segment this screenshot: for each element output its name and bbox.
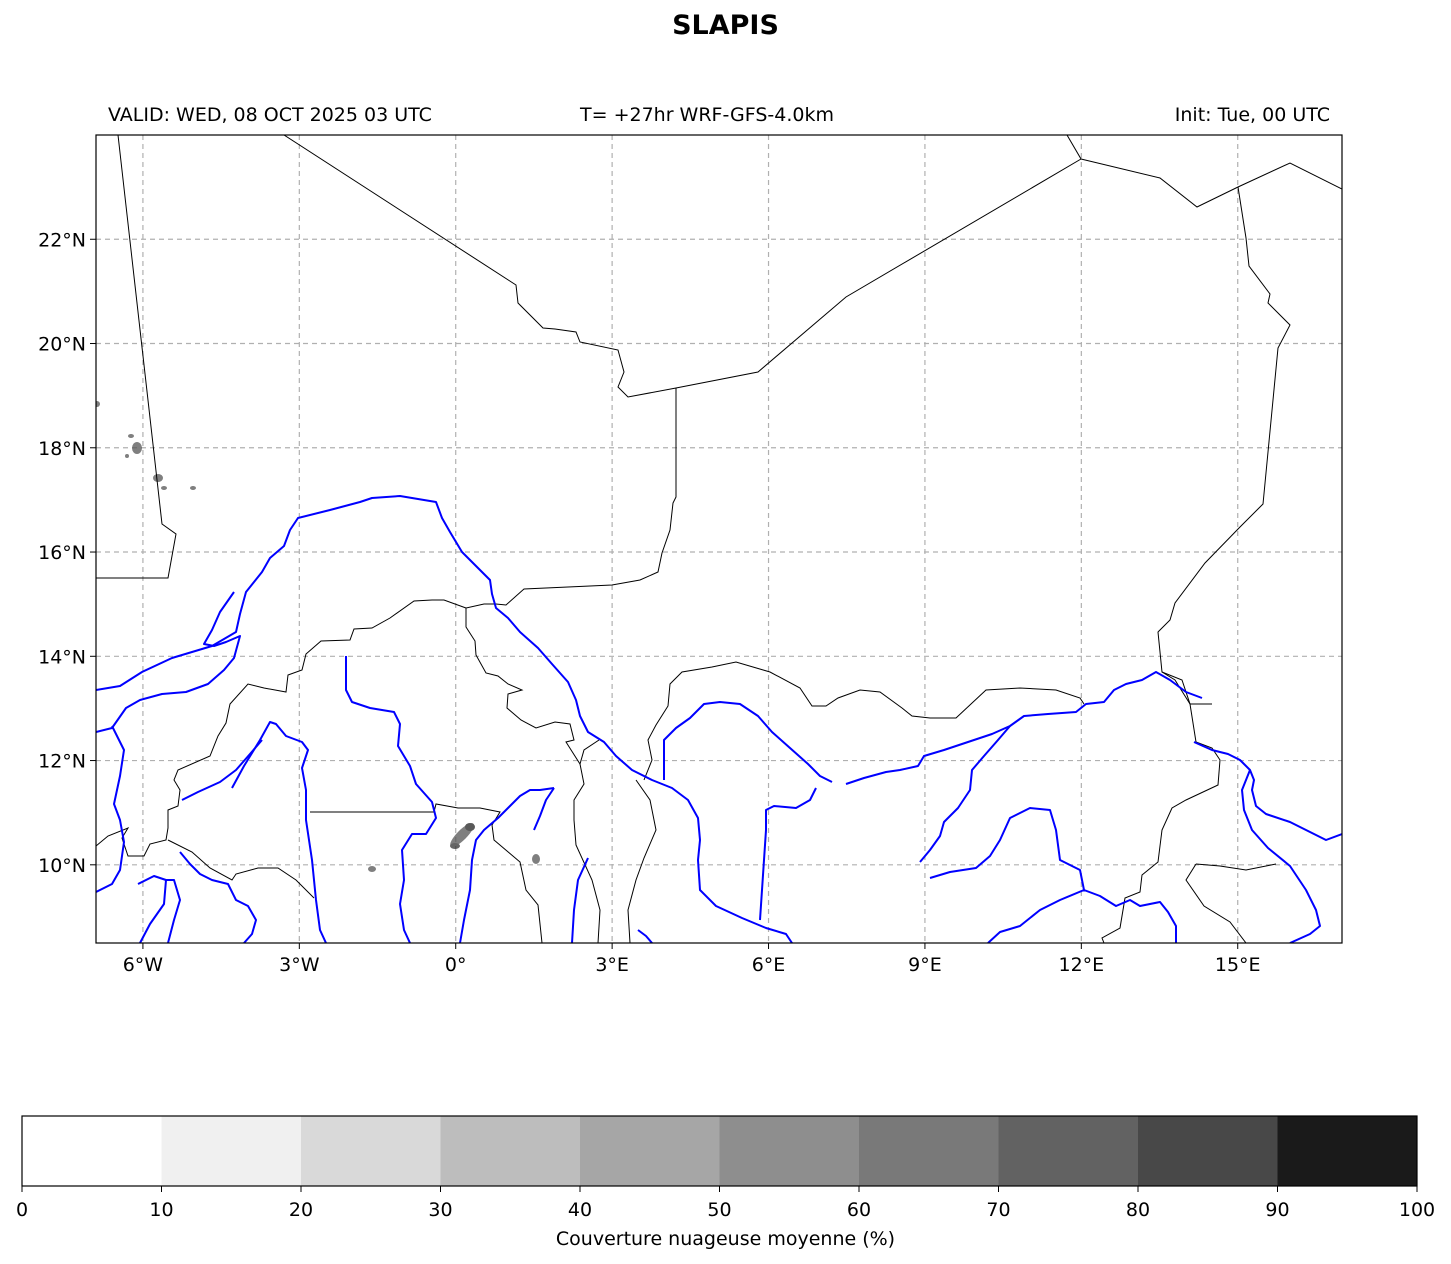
gridlines xyxy=(96,135,1342,943)
map-title: SLAPIS xyxy=(672,10,779,41)
x-tick-label: 12°E xyxy=(1058,954,1104,976)
y-tick-label: 12°N xyxy=(38,751,86,773)
y-tick-label: 20°N xyxy=(38,334,86,356)
x-tick-label: 15°E xyxy=(1215,954,1261,976)
init-time-label: Init: Tue, 00 UTC xyxy=(1174,104,1330,126)
x-tick-label: 3°W xyxy=(279,954,320,976)
colorbar-tick-label: 60 xyxy=(847,1199,871,1221)
colorbar-tick-label: 30 xyxy=(428,1199,452,1221)
country-borders xyxy=(96,135,1342,943)
colorbar-tick-label: 80 xyxy=(1126,1199,1150,1221)
colorbar-segment xyxy=(161,1116,302,1186)
colorbar-segment xyxy=(580,1116,720,1186)
valid-time-label: VALID: WED, 08 OCT 2025 03 UTC xyxy=(108,104,432,126)
y-tick-label: 16°N xyxy=(38,542,86,564)
colorbar-segment xyxy=(998,1116,1139,1186)
x-tick-label: 6°E xyxy=(752,954,786,976)
x-tick-label: 9°E xyxy=(908,954,942,976)
y-tick-label: 10°N xyxy=(38,855,86,877)
y-tick-label: 14°N xyxy=(38,646,86,668)
plot-frame xyxy=(95,134,1343,944)
colorbar-segment xyxy=(719,1116,860,1186)
colorbar-segment xyxy=(22,1116,162,1186)
y-axis-ticks: 22°N 20°N 18°N 16°N 14°N 12°N 10°N xyxy=(38,229,96,877)
colorbar-segment xyxy=(440,1116,581,1186)
colorbar-tick-label: 100 xyxy=(1399,1199,1435,1221)
y-tick-label: 18°N xyxy=(38,438,86,460)
colorbar-label: Couverture nuageuse moyenne (%) xyxy=(555,1228,896,1250)
colorbar-tick-label: 90 xyxy=(1265,1199,1289,1221)
x-axis-ticks: 6°W 3°W 0° 3°E 6°E 9°E 12°E 15°E xyxy=(123,943,1261,976)
x-tick-label: 0° xyxy=(445,954,467,976)
colorbar-segment xyxy=(301,1116,441,1186)
colorbar-tick-label: 40 xyxy=(568,1199,592,1221)
colorbar-segment xyxy=(859,1116,999,1186)
colorbar: 0 10 20 30 40 50 60 70 80 90 100 xyxy=(16,1115,1435,1221)
colorbar-tick-label: 70 xyxy=(986,1199,1010,1221)
colorbar-tick-label: 10 xyxy=(149,1199,173,1221)
forecast-run-label: T= +27hr WRF-GFS-4.0km xyxy=(580,104,834,126)
cloud-cover-patches xyxy=(96,401,540,872)
colorbar-tick-label: 50 xyxy=(707,1199,731,1221)
x-tick-label: 6°W xyxy=(123,954,164,976)
colorbar-frame xyxy=(21,1115,1418,1187)
y-tick-label: 22°N xyxy=(38,229,86,251)
colorbar-tick-label: 0 xyxy=(16,1199,28,1221)
colorbar-tick-label: 20 xyxy=(289,1199,313,1221)
colorbar-segment xyxy=(1138,1116,1278,1186)
colorbar-segment xyxy=(1277,1116,1418,1186)
rivers xyxy=(96,495,1342,943)
x-tick-label: 3°E xyxy=(595,954,629,976)
